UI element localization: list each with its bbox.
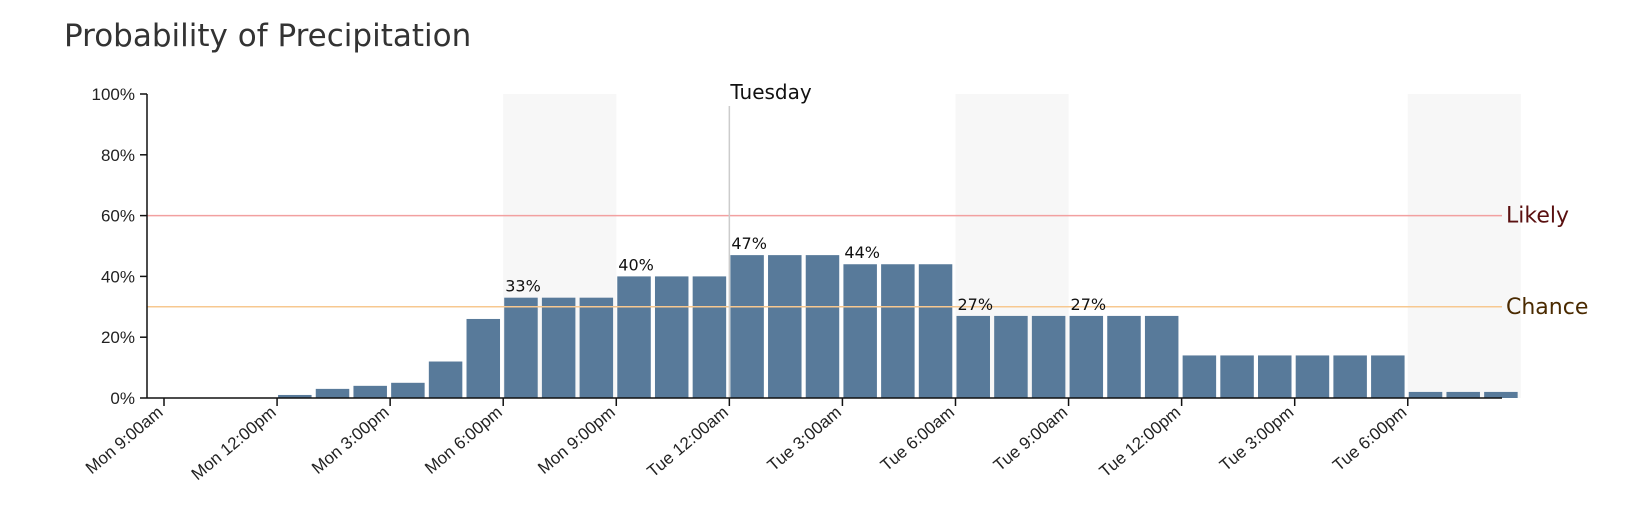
bar xyxy=(654,276,689,398)
x-tick-label: Tue 12:00am xyxy=(643,403,731,482)
bar xyxy=(1031,315,1066,398)
bar xyxy=(1069,315,1104,398)
y-tick-label: 60% xyxy=(101,207,135,226)
bar xyxy=(428,361,463,398)
bar xyxy=(353,385,387,398)
bar xyxy=(541,297,576,398)
data-label: 40% xyxy=(618,255,654,274)
y-tick-label: 20% xyxy=(101,328,135,347)
chance-label: Chance xyxy=(1506,295,1588,320)
bar xyxy=(391,382,425,398)
y-tick-label: 80% xyxy=(101,146,135,165)
bar xyxy=(692,276,727,398)
bar xyxy=(1408,391,1443,398)
x-tick-label: Mon 3:00pm xyxy=(308,403,393,478)
night-band xyxy=(1407,94,1521,398)
x-tick-label: Tue 3:00pm xyxy=(1216,403,1297,475)
bar xyxy=(315,388,350,398)
bar xyxy=(504,297,538,398)
x-tick-label: Mon 6:00pm xyxy=(421,403,506,478)
reference-lines: Likely Chance xyxy=(147,204,1588,320)
bar xyxy=(805,255,840,398)
x-tick-label: Mon 9:00pm xyxy=(534,403,619,478)
bar xyxy=(1371,355,1405,398)
likely-label: Likely xyxy=(1506,204,1569,229)
bar xyxy=(1446,391,1480,398)
chart-title: Probability of Precipitation xyxy=(64,18,472,54)
bar xyxy=(466,318,501,398)
data-label: 44% xyxy=(844,243,880,262)
bar xyxy=(1107,315,1141,398)
x-tick-label: Mon 12:00pm xyxy=(188,403,280,484)
bars xyxy=(278,255,1518,398)
bar xyxy=(956,315,990,398)
data-label: 27% xyxy=(957,295,993,314)
x-tick-label: Tue 6:00pm xyxy=(1329,403,1410,475)
y-tick-label: 0% xyxy=(110,389,135,408)
bar xyxy=(1484,391,1518,398)
bar xyxy=(881,264,915,398)
x-tick-label: Tue 6:00am xyxy=(877,403,958,475)
bar xyxy=(918,264,953,398)
y-tick-label: 40% xyxy=(101,267,135,286)
day-marker: Tuesday xyxy=(728,80,812,398)
bar xyxy=(843,264,877,398)
night-bands xyxy=(503,94,1521,398)
x-tick-label: Tue 12:00pm xyxy=(1096,403,1184,482)
bar xyxy=(1182,355,1217,398)
data-label: 27% xyxy=(1071,295,1107,314)
bar xyxy=(1144,315,1179,398)
bar xyxy=(1258,355,1292,398)
x-tick-label: Tue 9:00am xyxy=(990,403,1071,475)
data-labels: 33% 40% 47% 44% 27% 27% xyxy=(505,234,1106,314)
bar xyxy=(1333,355,1367,398)
x-tick-label: Mon 9:00am xyxy=(82,403,167,478)
bar xyxy=(768,255,802,398)
bar xyxy=(1220,355,1254,398)
y-tick-label: 100% xyxy=(92,85,135,104)
bar xyxy=(1295,355,1330,398)
bar xyxy=(994,315,1028,398)
bar xyxy=(730,255,764,398)
bar xyxy=(278,394,312,398)
x-tick-label: Tue 3:00am xyxy=(764,403,845,475)
bar xyxy=(579,297,614,398)
bar xyxy=(617,276,651,398)
data-label: 33% xyxy=(505,277,541,296)
data-label: 47% xyxy=(731,234,767,253)
day-marker-label: Tuesday xyxy=(729,80,812,104)
